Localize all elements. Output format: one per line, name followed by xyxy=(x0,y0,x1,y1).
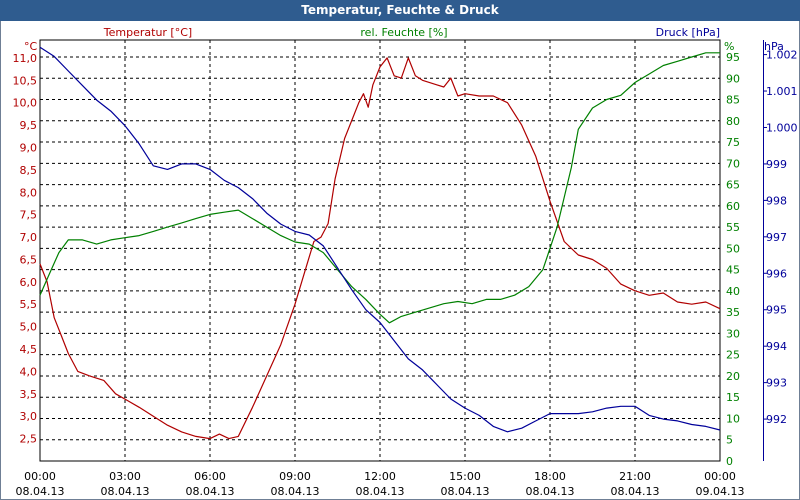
temperature-tick-label: 11,0 xyxy=(13,52,38,65)
humidity-tick-label: 60 xyxy=(726,200,740,213)
humidity-tick-label: 75 xyxy=(726,136,740,149)
x-tick-label-date: 08.04.13 xyxy=(186,485,235,498)
humidity-tick-label: 90 xyxy=(726,72,740,85)
pressure-tick-label: 1.001 xyxy=(766,85,798,98)
temperature-tick-label: 10,5 xyxy=(13,74,38,87)
temperature-tick-label: 6,0 xyxy=(20,276,38,289)
humidity-tick-label: 0 xyxy=(726,455,733,468)
pressure-tick-label: 999 xyxy=(766,158,787,171)
temperature-tick-label: 5,5 xyxy=(20,298,38,311)
pressure-tick-label: 997 xyxy=(766,231,787,244)
x-tick-label-time: 03:00 xyxy=(109,470,141,483)
pressure-tick-label: 993 xyxy=(766,377,787,390)
humidity-tick-label: 70 xyxy=(726,157,740,170)
x-tick-label-time: 00:00 xyxy=(24,470,56,483)
x-tick-label-date: 08.04.13 xyxy=(356,485,405,498)
temperature-tick-label: 3,0 xyxy=(20,410,38,423)
pressure-tick-label: 1.000 xyxy=(766,121,798,134)
temperature-tick-label: 2,5 xyxy=(20,433,38,446)
pressure-axis-label: Druck [hPa] xyxy=(656,26,720,39)
plot-area-border xyxy=(39,39,721,462)
pressure-tick-label: 995 xyxy=(766,304,787,317)
temperature-tick-label: 10,0 xyxy=(13,97,38,110)
humidity-tick-label: 85 xyxy=(726,94,740,107)
x-tick-label-time: 09:00 xyxy=(279,470,311,483)
humidity-tick-label: 25 xyxy=(726,349,740,362)
humidity-tick-label: 40 xyxy=(726,285,740,298)
pressure-axis-unit: hPa xyxy=(764,40,784,53)
pressure-tick-label: 1.002 xyxy=(766,49,798,62)
temperature-tick-label: 5,0 xyxy=(20,321,38,334)
temperature-tick-label: 7,5 xyxy=(20,209,38,222)
grid xyxy=(40,40,720,461)
pressure-series-line xyxy=(39,46,721,433)
x-tick-label-time: 06:00 xyxy=(194,470,226,483)
humidity-tick-label: 35 xyxy=(726,306,740,319)
x-tick-label-date: 08.04.13 xyxy=(441,485,490,498)
temperature-tick-label: 3,5 xyxy=(20,388,38,401)
pressure-tick-label: 994 xyxy=(766,340,787,353)
x-tick-label-date: 08.04.13 xyxy=(526,485,575,498)
humidity-axis-unit: % xyxy=(724,40,734,53)
tick-labels: 00:00 08.04.13 03:00 08.04.13 06:00 08.04.13 0… xyxy=(13,49,798,498)
temperature-series-line xyxy=(39,57,721,440)
chart-title: Temperatur, Feuchte & Druck xyxy=(0,0,800,21)
humidity-series-line xyxy=(39,52,720,324)
humidity-axis-label: rel. Feuchte [%] xyxy=(360,26,447,39)
pressure-tick-label: 996 xyxy=(766,267,787,280)
humidity-tick-label: 50 xyxy=(726,242,740,255)
x-tick-label-time: 12:00 xyxy=(364,470,396,483)
humidity-tick-label: 30 xyxy=(726,327,740,340)
x-tick-label-time: 21:00 xyxy=(619,470,651,483)
temperature-tick-label: 8,0 xyxy=(20,186,38,199)
temperature-tick-label: 9,0 xyxy=(20,141,38,154)
pressure-tick-label: 998 xyxy=(766,194,787,207)
pressure-tick-label: 992 xyxy=(766,413,787,426)
temperature-axis-label: Temperatur [°C] xyxy=(103,26,192,39)
humidity-tick-label: 20 xyxy=(726,370,740,383)
temperature-tick-label: 6,5 xyxy=(20,253,38,266)
humidity-tick-label: 5 xyxy=(726,434,733,447)
temperature-tick-label: 7,0 xyxy=(20,231,38,244)
temperature-tick-label: 8,5 xyxy=(20,164,38,177)
humidity-tick-label: 95 xyxy=(726,51,740,64)
x-tick-label-date: 08.04.13 xyxy=(16,485,65,498)
x-tick-label-date: 09.04.13 xyxy=(696,485,745,498)
humidity-tick-label: 45 xyxy=(726,264,740,277)
temperature-axis-unit: °C xyxy=(24,40,38,53)
humidity-tick-label: 55 xyxy=(726,221,740,234)
humidity-tick-label: 80 xyxy=(726,115,740,128)
temperature-tick-label: 4,5 xyxy=(20,343,38,356)
x-tick-label-date: 08.04.13 xyxy=(101,485,150,498)
temperature-tick-label: 4,0 xyxy=(20,365,38,378)
humidity-tick-label: 15 xyxy=(726,391,740,404)
temperature-tick-label: 9,5 xyxy=(20,119,38,132)
humidity-tick-label: 65 xyxy=(726,179,740,192)
x-tick-label-date: 08.04.13 xyxy=(271,485,320,498)
x-tick-label-time: 18:00 xyxy=(534,470,566,483)
series xyxy=(39,46,721,440)
humidity-tick-label: 10 xyxy=(726,412,740,425)
x-tick-label-date: 08.04.13 xyxy=(611,485,660,498)
x-tick-label-time: 15:00 xyxy=(449,470,481,483)
x-tick-label-time: 00:00 xyxy=(704,470,736,483)
